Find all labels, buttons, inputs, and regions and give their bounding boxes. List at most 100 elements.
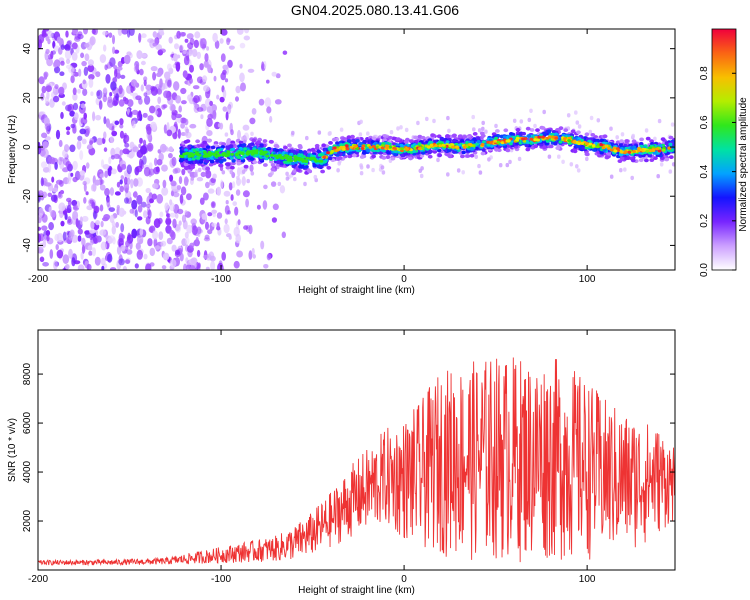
noise-blob [207, 113, 214, 120]
halo-blob [668, 169, 673, 174]
ridge-blob [295, 156, 299, 160]
halo-blob [217, 123, 222, 128]
noise-blob [41, 214, 48, 223]
noise-blob [143, 92, 148, 97]
noise-blob [271, 217, 277, 223]
ridge-blob [270, 167, 276, 172]
noise-blob [175, 249, 180, 256]
ridge-blob [227, 144, 233, 149]
ridge-blob [299, 165, 304, 169]
ridge-blob [476, 140, 481, 144]
colorbar-tick-label: 0.0 [699, 263, 710, 277]
ridge-blob [349, 145, 354, 149]
ridge-blob [319, 159, 324, 163]
colorbar-tick-label: 0.4 [699, 164, 710, 178]
ridge-blob [470, 147, 475, 151]
noise-blob [84, 42, 90, 48]
ridge-blob [591, 148, 597, 152]
ridge-blob [576, 130, 581, 135]
ridge-blob [495, 129, 500, 133]
noise-blob [166, 237, 173, 245]
noise-blob [89, 36, 96, 46]
noise-blob [81, 215, 89, 222]
noise-blob [176, 30, 181, 39]
ridge-blob [525, 126, 531, 131]
ridge-blob [465, 154, 471, 158]
noise-blob [118, 207, 125, 217]
ridge-blob [385, 146, 390, 149]
noise-blob [235, 85, 241, 94]
noise-blob [114, 68, 118, 78]
noise-blob [212, 110, 217, 120]
ridge-blob [196, 156, 200, 160]
noise-blob [154, 157, 158, 166]
halo-blob [380, 165, 385, 170]
noise-blob [99, 184, 106, 191]
noise-blob [174, 43, 179, 50]
noise-blob [199, 63, 204, 71]
ridge-blob [457, 134, 463, 139]
noise-blob [44, 182, 52, 187]
noise-blob [156, 194, 164, 204]
noise-blob [67, 200, 72, 207]
noise-blob [94, 179, 101, 186]
noise-blob [81, 237, 86, 247]
noise-blob [263, 264, 269, 269]
noise-blob [59, 209, 64, 219]
snr-series-line [38, 357, 675, 567]
ridge-blob [360, 147, 365, 150]
ridge-blob [476, 136, 481, 141]
noise-blob [107, 167, 112, 177]
noise-blob [149, 105, 156, 114]
noise-blob [212, 32, 218, 43]
halo-blob [359, 171, 364, 176]
ridge-blob [314, 146, 320, 151]
ridge-blob [346, 135, 352, 140]
ridge-blob [451, 145, 455, 149]
noise-blob [262, 200, 268, 210]
ridge-blob [644, 158, 649, 163]
noise-blob [68, 231, 74, 241]
ridge-blob [612, 146, 617, 150]
halo-blob [381, 170, 386, 175]
ridge-blob [243, 164, 249, 169]
noise-blob [139, 68, 144, 76]
noise-blob [166, 122, 170, 131]
y-tick-label: 2000 [22, 509, 33, 532]
ridge-blob [344, 142, 349, 146]
noise-blob [142, 155, 147, 165]
ridge-blob [426, 145, 431, 149]
ridge-blob [591, 144, 596, 147]
ridge-blob [639, 148, 644, 152]
noise-blob [261, 61, 265, 70]
noise-blob [152, 230, 159, 240]
ridge-blob [263, 150, 268, 154]
halo-blob [542, 109, 546, 115]
noise-blob [109, 92, 113, 97]
noise-blob [166, 63, 172, 71]
noise-blob [119, 118, 124, 126]
ridge-blob [180, 155, 185, 159]
ridge-blob [669, 148, 674, 152]
noise-blob [171, 156, 177, 167]
ridge-blob [332, 146, 337, 150]
noise-blob [239, 72, 245, 83]
noise-blob [196, 249, 201, 258]
ridge-blob [403, 152, 408, 156]
ridge-blob [536, 138, 540, 142]
noise-blob [113, 153, 121, 159]
noise-blob [175, 95, 182, 104]
noise-blob [72, 87, 77, 96]
ridge-blob [314, 159, 319, 163]
ridge-blob [437, 153, 443, 158]
noise-blob [118, 258, 125, 266]
ridge-blob [668, 142, 673, 146]
ridge-blob [469, 153, 475, 158]
noise-blob [110, 147, 116, 158]
chart-title: GN04.2025.080.13.41.G06 [290, 2, 460, 18]
ridge-blob [647, 151, 652, 155]
noise-blob [203, 60, 209, 68]
noise-blob [87, 64, 95, 73]
ridge-blob [195, 152, 200, 156]
